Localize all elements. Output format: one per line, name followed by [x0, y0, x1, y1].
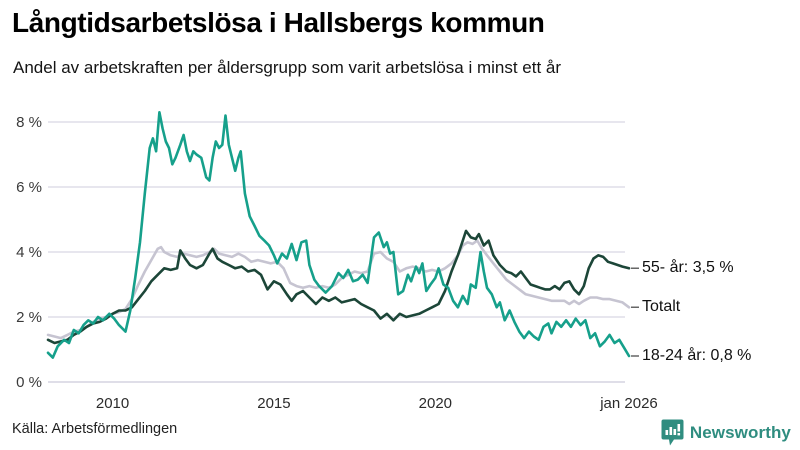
y-tick-label: 2 % — [16, 309, 42, 326]
series-line-18-24-r — [46, 111, 631, 359]
series-end-label-18-24-ar: 18-24 år: 0,8 % — [642, 347, 752, 364]
newsworthy-brand: Newsworthy — [661, 419, 791, 447]
x-tick-label: 2010 — [96, 395, 129, 412]
series-end-label-totalt: Totalt — [642, 298, 681, 315]
newsworthy-logo-icon — [661, 419, 684, 446]
logo-bar-1 — [665, 430, 668, 435]
y-tick-label: 6 % — [16, 179, 42, 196]
logo-bar-2 — [669, 427, 672, 435]
x-tick-label: 2020 — [419, 395, 452, 412]
x-tick-label: 2015 — [257, 395, 290, 412]
logo-bar-3 — [673, 429, 676, 435]
y-tick-label: 4 % — [16, 244, 42, 261]
y-tick-label: 0 % — [16, 374, 42, 391]
source-note: Källa: Arbetsförmedlingen — [12, 421, 178, 437]
page-subtitle: Andel av arbetskraften per åldersgrupp s… — [13, 58, 562, 77]
series-end-label-55-ar: 55- år: 3,5 % — [642, 259, 734, 276]
logo-bubble — [661, 419, 684, 446]
page-title: Långtidsarbetslösa i Hallsbergs kommun — [12, 7, 545, 38]
logo-exclamation-dot — [677, 433, 680, 436]
brand-name: Newsworthy — [689, 423, 791, 442]
x-tick-label: jan 2026 — [599, 395, 658, 412]
series-line-55-r — [46, 229, 631, 345]
logo-exclamation-bar — [677, 424, 680, 432]
y-tick-label: 8 % — [16, 114, 42, 131]
